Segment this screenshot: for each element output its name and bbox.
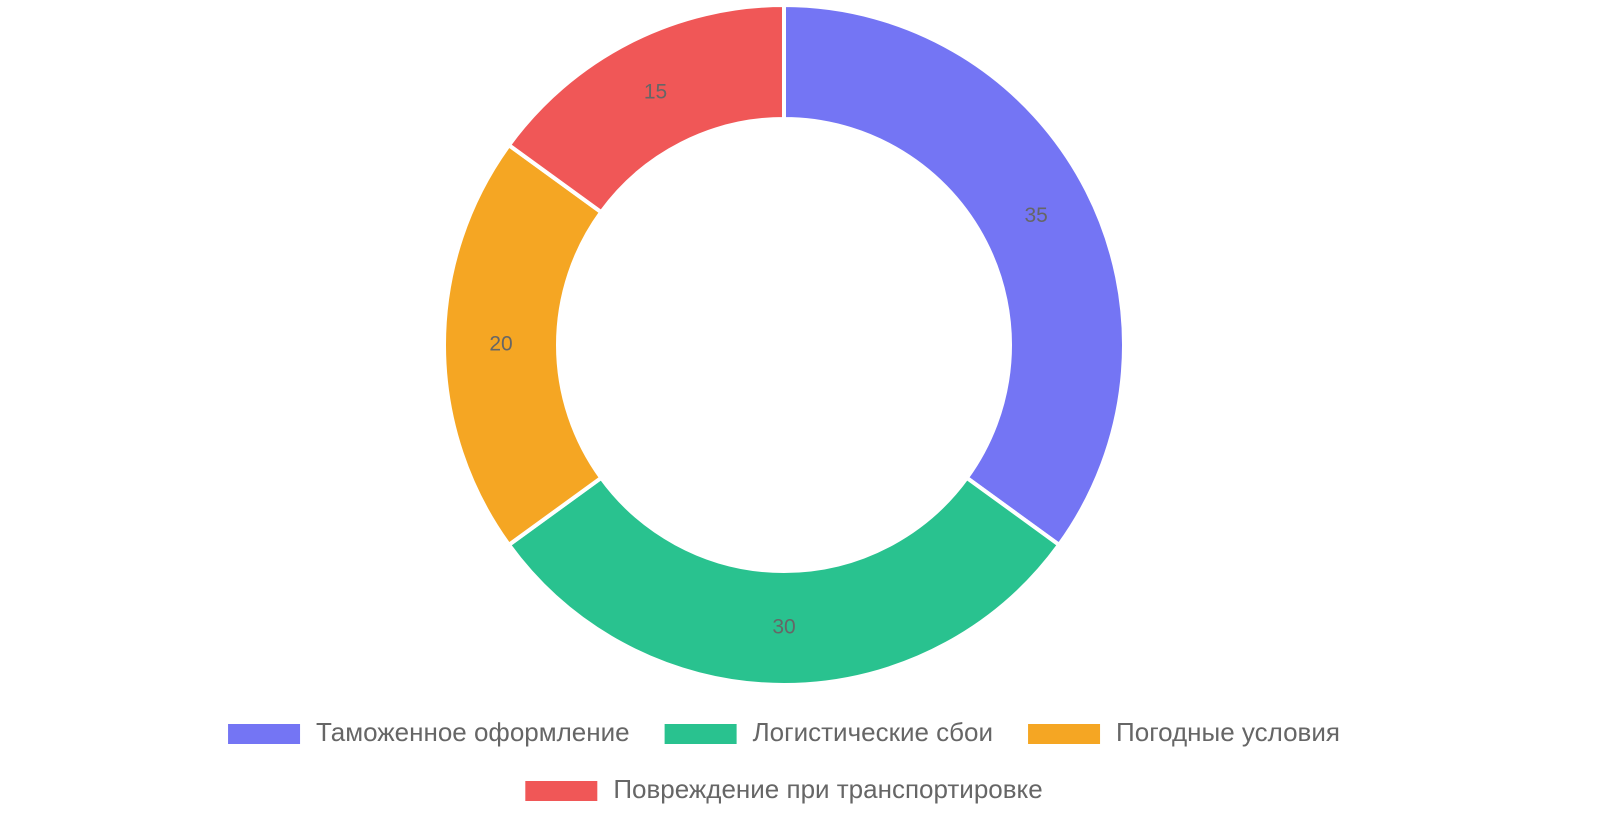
legend-item: Таможенное оформление <box>228 717 630 747</box>
slice <box>506 2 786 215</box>
legend-item: Логистические сбои <box>664 717 993 747</box>
legend-label: Повреждение при транспортировке <box>613 774 1042 804</box>
data-label: 15 <box>644 80 667 103</box>
slice <box>782 2 1127 548</box>
legend-swatch <box>525 781 598 801</box>
legend-swatch <box>1028 724 1101 744</box>
legend-item: Повреждение при транспортировке <box>525 774 1043 804</box>
legend-label: Погодные условия <box>1116 717 1340 747</box>
data-label: 30 <box>772 616 795 639</box>
legend-swatch <box>664 724 737 744</box>
slice <box>506 475 1062 688</box>
legend-item: Погодные условия <box>1028 717 1340 747</box>
data-label: 20 <box>489 333 512 356</box>
legend-swatch <box>228 724 301 744</box>
data-label: 35 <box>1024 204 1047 227</box>
slice <box>442 142 604 548</box>
legend-label: Таможенное оформление <box>316 717 630 747</box>
legend-label: Логистические сбои <box>753 717 993 747</box>
